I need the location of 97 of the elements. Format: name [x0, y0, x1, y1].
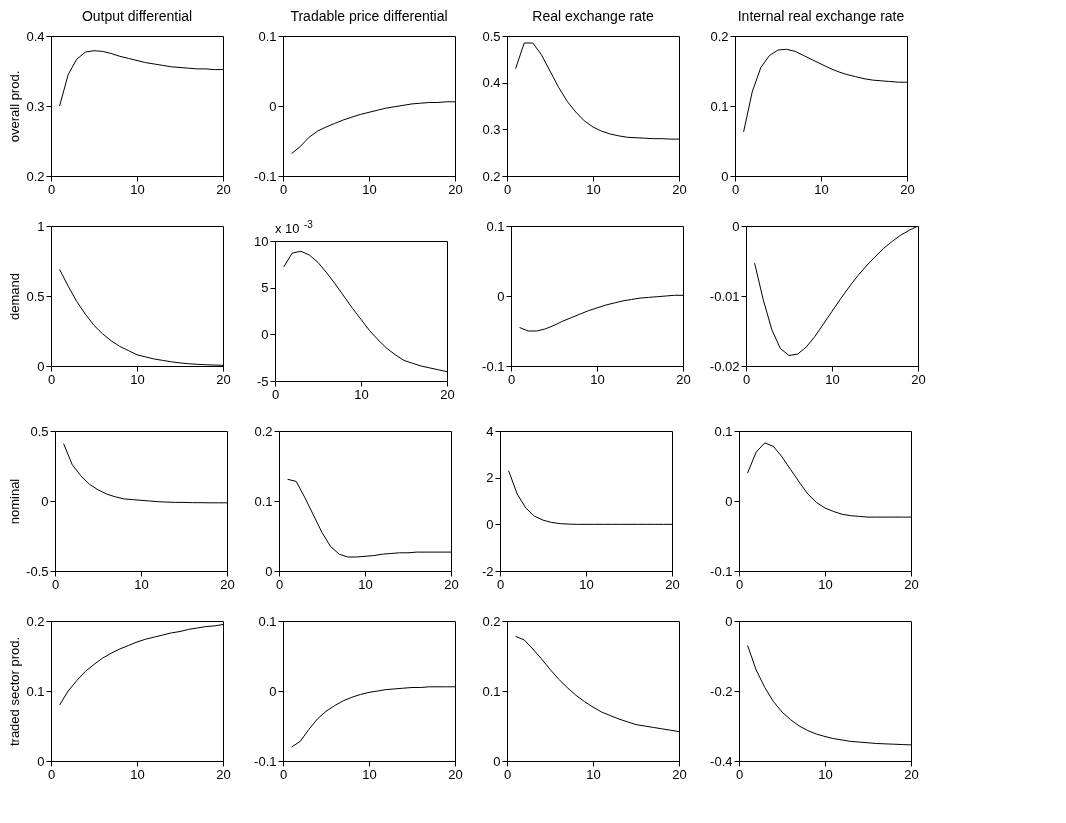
- y-axis-title: overall prod.: [7, 70, 23, 143]
- x-tick-label: 20: [676, 371, 691, 387]
- y-tick-label: 0.4: [26, 28, 45, 44]
- y-tick-label: -0.1: [482, 358, 505, 374]
- y-tick-label: -0.02: [709, 358, 740, 374]
- y-tick-label: -2: [481, 563, 494, 579]
- y-tick-label: 0: [269, 98, 277, 114]
- y-tick-label: 0: [725, 613, 733, 629]
- y-tick-label: 0.5: [30, 423, 49, 439]
- y-tick-label: 0: [269, 683, 277, 699]
- x-tick-label: 10: [130, 371, 145, 387]
- y-tick-label: 0: [37, 358, 45, 374]
- x-tick-label: 10: [362, 766, 377, 782]
- y-tick-label: 0.2: [710, 28, 729, 44]
- x-tick-label: 20: [448, 181, 463, 197]
- y-tick-label: 0: [721, 168, 729, 184]
- y-tick-label: 0.1: [254, 493, 273, 509]
- y-tick-label: 0.4: [482, 75, 501, 91]
- y-tick-label: 4: [486, 423, 494, 439]
- y-tick-label: -0.01: [709, 288, 740, 304]
- x-tick-label: 20: [220, 576, 235, 592]
- y-tick-label: 0: [725, 493, 733, 509]
- y-tick-label: -0.2: [710, 683, 733, 699]
- y-tick-label: 0.5: [26, 288, 45, 304]
- y-tick-label: 0: [493, 753, 501, 769]
- x-tick-label: 10: [134, 576, 149, 592]
- y-tick-label: 5: [261, 280, 269, 296]
- x-tick-label: 20: [672, 181, 687, 197]
- x-tick-label: 0: [279, 766, 288, 782]
- y-tick-label: 0.2: [482, 613, 501, 629]
- y-tick-label: 0.2: [254, 423, 273, 439]
- x-tick-label: 10: [358, 576, 373, 592]
- y-axis-title: nominal: [7, 478, 23, 525]
- y-tick-label: 0: [261, 326, 269, 342]
- chart-title: Real exchange rate: [532, 8, 654, 24]
- y-tick-label: 0.1: [486, 218, 505, 234]
- y-tick-label: 1: [37, 218, 45, 234]
- y-tick-label: 0.5: [482, 28, 501, 44]
- y-tick-label: 0.1: [258, 28, 277, 44]
- x-tick-label: 10: [586, 766, 601, 782]
- y-tick-label: 0.1: [714, 423, 733, 439]
- x-tick-label: 10: [579, 576, 594, 592]
- y-tick-label: 0.1: [258, 613, 277, 629]
- y-tick-label: 0.1: [710, 98, 729, 114]
- x-tick-label: 20: [672, 766, 687, 782]
- y-axis-title: demand: [7, 273, 23, 320]
- x-tick-label: 0: [507, 371, 516, 387]
- x-tick-label: 10: [818, 576, 833, 592]
- y-tick-label: 0: [497, 288, 505, 304]
- x-tick-label: 10: [130, 181, 145, 197]
- text: x 10-3: [275, 219, 314, 236]
- y-tick-label: -0.4: [710, 753, 733, 769]
- y-tick-label: 0.2: [482, 168, 501, 184]
- y-tick-label: 0: [486, 516, 494, 532]
- x-tick-label: 0: [279, 181, 288, 197]
- chart-title: Output differential: [81, 8, 193, 24]
- y-tick-label: 0.2: [26, 613, 45, 629]
- x-tick-label: 10: [814, 181, 829, 197]
- x-tick-label: 0: [51, 576, 60, 592]
- x-tick-label: 20: [444, 576, 459, 592]
- y-tick-label: 0: [41, 493, 49, 509]
- y-tick-label: -0.1: [254, 753, 277, 769]
- y-tick-label: -0.1: [710, 563, 733, 579]
- x-tick-label: 0: [742, 371, 751, 387]
- y-tick-label: 0.1: [482, 683, 501, 699]
- chart-title: Tradable price differential: [290, 8, 448, 24]
- x-tick-label: 10: [362, 181, 377, 197]
- x-tick-label: 20: [904, 766, 919, 782]
- y-tick-label: 0.2: [26, 168, 45, 184]
- x-tick-label: 10: [586, 181, 601, 197]
- y-tick-label: -0.1: [254, 168, 277, 184]
- x-tick-label: 20: [216, 371, 231, 387]
- x-tick-label: 10: [590, 371, 605, 387]
- y-tick-label: 0: [37, 753, 45, 769]
- x-tick-label: 20: [216, 181, 231, 197]
- x-tick-label: 10: [354, 386, 369, 402]
- y-tick-label: 10: [254, 233, 269, 249]
- y-tick-label: 0.1: [26, 683, 45, 699]
- x-tick-label: 10: [130, 766, 145, 782]
- x-tick-label: 20: [665, 576, 680, 592]
- y-tick-label: 0: [732, 218, 740, 234]
- x-tick-label: 20: [911, 371, 926, 387]
- y-tick-label: 0.3: [482, 121, 501, 137]
- x-tick-label: 20: [448, 766, 463, 782]
- x-tick-label: 20: [216, 766, 231, 782]
- y-tick-label: -5: [256, 373, 269, 389]
- y-tick-label: 0: [265, 563, 273, 579]
- x-tick-label: 20: [904, 576, 919, 592]
- chart-title: Internal real exchange rate: [737, 8, 905, 24]
- y-tick-label: 0.3: [26, 98, 45, 114]
- y-tick-label: -0.5: [26, 563, 49, 579]
- x-tick-label: 10: [825, 371, 840, 387]
- x-tick-label: 20: [900, 181, 915, 197]
- y-tick-label: 2: [486, 470, 494, 486]
- y-axis-title: traded sector prod.: [7, 636, 23, 747]
- x-tick-label: 20: [440, 386, 455, 402]
- x-tick-label: 10: [818, 766, 833, 782]
